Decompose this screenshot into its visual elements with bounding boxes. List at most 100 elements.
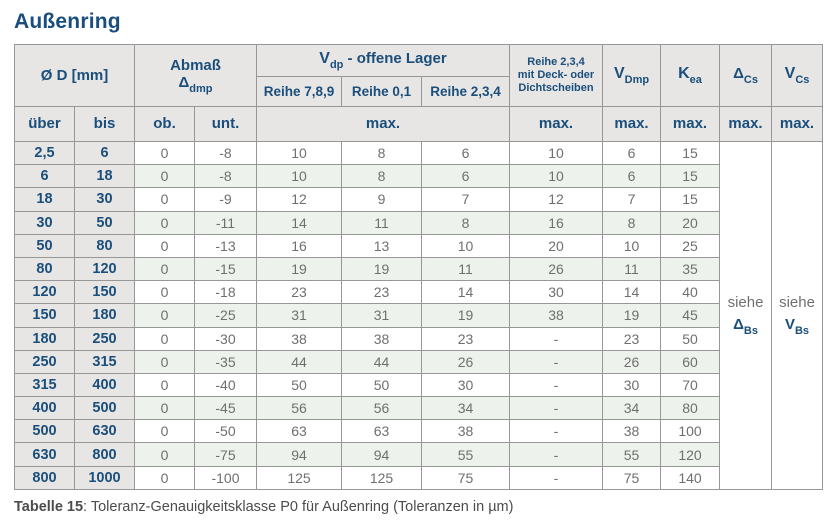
value-cell: 16 xyxy=(509,210,604,235)
header-reihe-789: Reihe 7,8,9 xyxy=(256,76,342,107)
value-cell: 7 xyxy=(420,187,511,212)
value-cell: 34 xyxy=(420,396,511,421)
value-cell: 6 xyxy=(602,164,662,189)
value-cell: 55 xyxy=(602,442,662,467)
value-cell: - xyxy=(509,349,604,374)
value-cell: 23 xyxy=(341,280,422,305)
header-kea: Kea xyxy=(660,44,721,107)
value-cell: 9 xyxy=(341,187,422,212)
value-cell: 0 xyxy=(134,396,195,421)
value-cell: 38 xyxy=(509,303,604,328)
value-cell: 60 xyxy=(660,349,721,374)
value-cell: 50 xyxy=(660,326,721,351)
table-row: 120 150 0 -18 23 23 14 30 14 40 xyxy=(14,280,823,305)
header-max-vdmp: max. xyxy=(602,106,662,142)
table-row: 630 800 0 -75 94 94 55-55 120 xyxy=(14,442,823,467)
caption-label: Tabelle 15 xyxy=(14,498,84,515)
value-cell: -11 xyxy=(194,210,257,235)
table-caption: Tabelle 15: Toleranz-Genauigkeitsklasse … xyxy=(14,499,822,515)
value-cell: 23 xyxy=(256,280,342,305)
value-cell: -50 xyxy=(194,419,257,444)
abmass-label: Abmaß xyxy=(170,56,221,74)
range-cell: 150 xyxy=(14,303,75,328)
value-cell: 44 xyxy=(341,349,422,374)
value-cell: 26 xyxy=(420,349,511,374)
value-cell: 80 xyxy=(660,396,721,421)
range-cell: 150 xyxy=(74,280,135,305)
header-unt: unt. xyxy=(194,106,257,142)
value-cell: 50 xyxy=(341,372,422,398)
table-row: 150 180 0 -25 31 31 19 38 19 45 xyxy=(14,303,823,328)
range-cell: 500 xyxy=(74,396,135,421)
value-cell: 10 xyxy=(420,233,511,258)
value-cell: 40 xyxy=(660,280,721,305)
value-cell: 10 xyxy=(602,233,662,258)
value-cell: - xyxy=(509,372,604,398)
value-cell: -45 xyxy=(194,396,257,421)
value-cell: 120 xyxy=(660,442,721,467)
range-cell: 180 xyxy=(14,326,75,351)
value-cell: 26 xyxy=(602,349,662,374)
value-cell: 0 xyxy=(134,442,195,467)
value-cell: - xyxy=(509,396,604,421)
table-row: 250 315 0 -35 44 44 26-26 60 xyxy=(14,349,823,374)
range-cell: 6 xyxy=(74,140,135,166)
value-cell: 8 xyxy=(341,140,422,166)
value-cell: 30 xyxy=(602,372,662,398)
value-cell: 15 xyxy=(660,164,721,189)
range-cell: 800 xyxy=(74,442,135,467)
value-cell: 31 xyxy=(256,303,342,328)
header-max-sealed: max. xyxy=(509,106,604,142)
value-cell: 34 xyxy=(602,396,662,421)
value-cell: -30 xyxy=(194,326,257,351)
value-cell: - xyxy=(509,419,604,444)
range-cell: 250 xyxy=(14,349,75,374)
value-cell: 0 xyxy=(134,465,195,490)
value-cell: 56 xyxy=(256,396,342,421)
header-vdmp: VDmp xyxy=(602,44,662,107)
value-cell: 14 xyxy=(256,210,342,235)
value-cell: 0 xyxy=(134,372,195,398)
value-cell: 19 xyxy=(341,256,422,282)
value-cell: 19 xyxy=(420,303,511,328)
range-cell: 180 xyxy=(74,303,135,328)
value-cell: 38 xyxy=(256,326,342,351)
header-sealed: Reihe 2,3,4 mit Deck- oder Dichtscheiben xyxy=(509,44,604,107)
range-cell: 1000 xyxy=(74,465,135,490)
value-cell: 44 xyxy=(256,349,342,374)
value-cell: 0 xyxy=(134,280,195,305)
value-cell: 38 xyxy=(602,419,662,444)
value-cell: -9 xyxy=(194,187,257,212)
value-cell: 25 xyxy=(660,233,721,258)
range-cell: 80 xyxy=(74,233,135,258)
tolerance-table: Ø D [mm] Abmaß Δdmp Vdp - offene Lager R… xyxy=(14,44,824,490)
value-cell: 0 xyxy=(134,187,195,212)
range-cell: 18 xyxy=(74,164,135,189)
header-max-dcs: max. xyxy=(719,106,773,142)
table-row: 6 18 0 -8 10 8 6 10 6 15 xyxy=(14,164,823,189)
range-cell: 120 xyxy=(74,256,135,282)
value-cell: -13 xyxy=(194,233,257,258)
value-cell: 125 xyxy=(256,465,342,490)
diameter-label: Ø D [mm] xyxy=(40,66,109,84)
range-cell: 400 xyxy=(74,372,135,398)
header-max-kea: max. xyxy=(660,106,721,142)
range-cell: 80 xyxy=(14,256,75,282)
value-cell: 55 xyxy=(420,442,511,467)
value-cell: -25 xyxy=(194,303,257,328)
header-max-vcs: max. xyxy=(771,106,824,142)
range-cell: 50 xyxy=(74,210,135,235)
value-cell: -8 xyxy=(194,140,257,166)
value-cell: 0 xyxy=(134,303,195,328)
value-cell: 0 xyxy=(134,349,195,374)
value-cell: 0 xyxy=(134,164,195,189)
range-cell: 315 xyxy=(74,349,135,374)
value-cell: 12 xyxy=(256,187,342,212)
value-cell: 94 xyxy=(256,442,342,467)
value-cell: 100 xyxy=(660,419,721,444)
value-cell: 19 xyxy=(602,303,662,328)
value-cell: 14 xyxy=(602,280,662,305)
header-delta-cs: ΔCs xyxy=(719,44,773,107)
table-row: 500 630 0 -50 63 63 38-38 100 xyxy=(14,419,823,444)
table-body: 2,5 6 0 -8 10 8 6 10 6 15 siehe ΔBs siehe VBs 6 18 0 -8 10… xyxy=(14,140,824,490)
